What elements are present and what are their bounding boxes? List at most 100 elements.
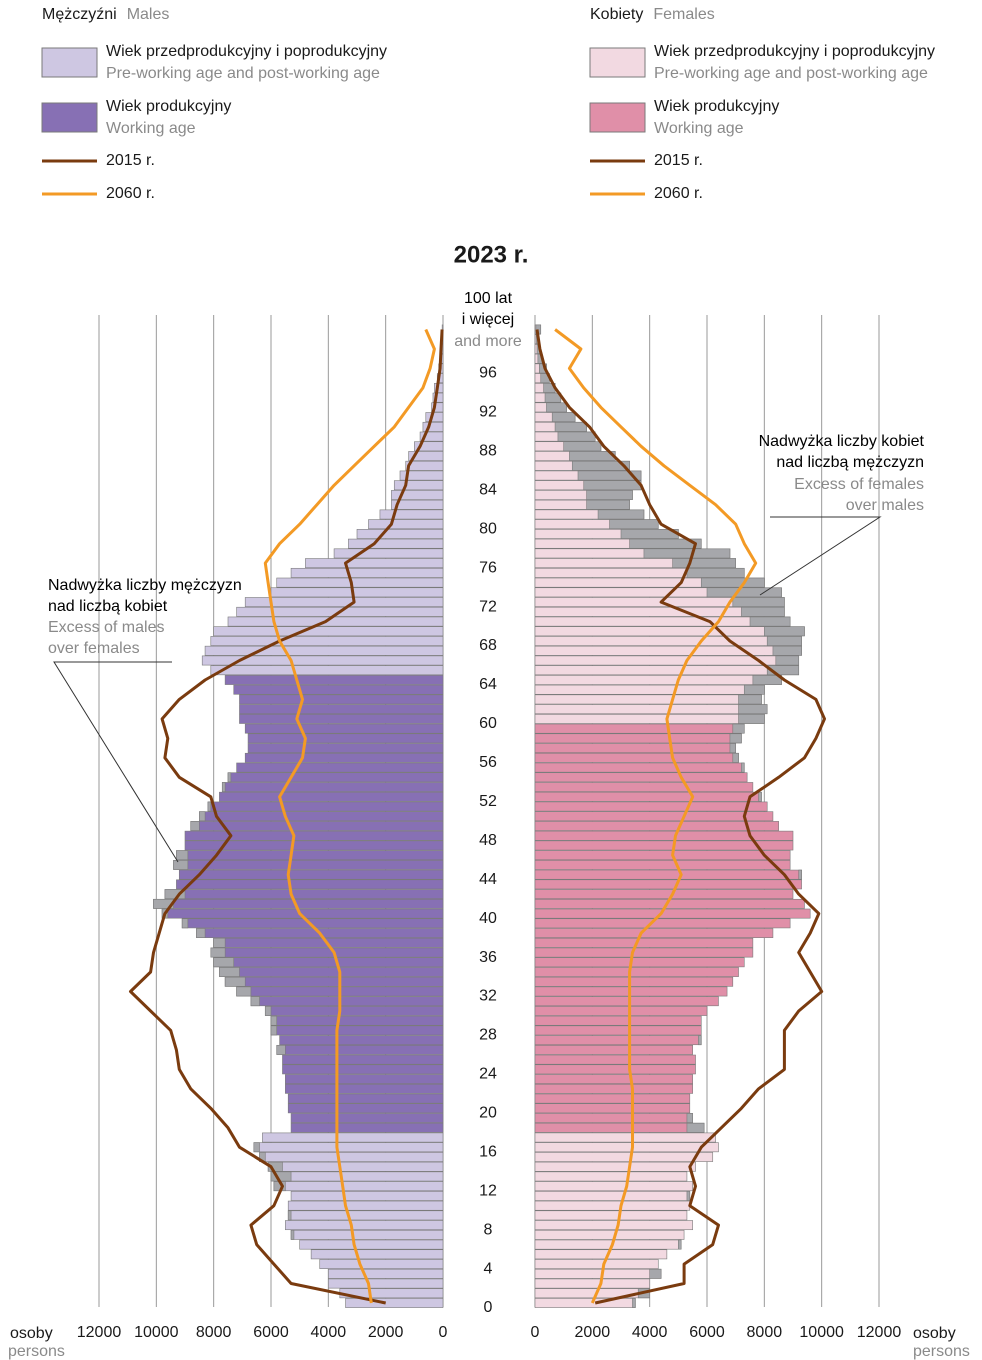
bar — [259, 1152, 444, 1162]
legend-label-en: Pre-working age and post-working age — [654, 65, 928, 82]
bar — [227, 616, 444, 627]
excess-bar — [571, 460, 630, 471]
excess-bar — [586, 499, 630, 510]
bar — [290, 1122, 444, 1133]
bar — [534, 967, 739, 977]
bar — [534, 1103, 691, 1114]
age-label: 80 — [479, 520, 497, 537]
bar — [219, 791, 444, 802]
x-tick-label: 8000 — [196, 1324, 232, 1341]
bar — [201, 655, 444, 666]
excess-bar — [632, 1298, 636, 1308]
age-label: 56 — [479, 754, 497, 771]
x-tick-label: 12000 — [857, 1324, 902, 1341]
bar — [534, 1171, 688, 1182]
bar — [207, 801, 444, 812]
age-label: 96 — [479, 365, 497, 382]
excess-bar — [700, 577, 765, 588]
excess-bar — [207, 801, 212, 812]
bar — [236, 762, 444, 773]
age-label: 68 — [479, 637, 497, 654]
bar — [534, 762, 745, 773]
legend-swatch — [589, 102, 646, 133]
bar — [534, 879, 802, 890]
age-label: 60 — [479, 715, 497, 732]
bar — [299, 1239, 444, 1250]
legend-header-pl: Mężczyźni — [42, 6, 117, 23]
excess-bar — [629, 538, 702, 549]
bar — [534, 1035, 702, 1046]
excess-bar — [276, 1044, 286, 1055]
bar — [176, 879, 444, 890]
bar — [534, 889, 794, 900]
legend-label-en: Working age — [654, 120, 744, 137]
bar — [534, 1249, 668, 1260]
bar — [244, 752, 444, 763]
bar — [210, 636, 444, 646]
bar — [213, 957, 444, 968]
bar — [534, 1142, 719, 1153]
excess-bar — [798, 869, 802, 880]
bar — [282, 1064, 444, 1075]
excess-bar — [749, 616, 791, 627]
bar — [534, 743, 736, 754]
age-label: 16 — [479, 1143, 497, 1160]
bar — [534, 636, 802, 646]
bar — [534, 918, 791, 929]
legend-header-pl: Kobiety — [590, 6, 643, 23]
bar — [534, 1152, 714, 1162]
bar — [534, 713, 765, 724]
x-tick-label: 4000 — [311, 1324, 347, 1341]
excess-bar — [766, 636, 802, 646]
bar — [534, 1220, 693, 1231]
chart-title: 2023 r. — [454, 241, 529, 268]
bar — [534, 957, 745, 968]
legend-label: Wiek przedprodukcyjny i poprodukcyjny — [106, 43, 387, 60]
excess-bar — [678, 1239, 682, 1250]
excess-bar — [738, 694, 762, 705]
x-tick-label: 10000 — [134, 1324, 179, 1341]
excess-bar — [213, 937, 226, 948]
population-line — [535, 329, 826, 1305]
x-axis-label: osoby — [913, 1325, 956, 1342]
bar — [270, 1015, 444, 1026]
bar — [190, 821, 444, 831]
bar — [534, 1083, 693, 1094]
age-label: 40 — [479, 910, 497, 927]
bar — [534, 1239, 682, 1250]
excess-bar — [738, 704, 768, 715]
bar — [270, 587, 444, 598]
bar — [534, 1074, 693, 1084]
legend-label: Wiek przedprodukcyjny i poprodukcyjny — [654, 43, 935, 60]
excess-bar — [758, 791, 762, 802]
excess-bar — [741, 606, 785, 617]
age-label: 28 — [479, 1027, 497, 1044]
excess-bar — [213, 957, 235, 968]
bar — [391, 499, 444, 510]
bar — [534, 645, 802, 656]
legend-header-en: Females — [653, 6, 714, 23]
excess-bar — [729, 743, 736, 754]
bar — [534, 1181, 693, 1192]
excess-bar — [738, 713, 765, 724]
bar — [534, 1298, 636, 1308]
legend-label: 2015 r. — [654, 152, 703, 169]
x-tick-label: 0 — [439, 1324, 448, 1341]
excess-bar — [586, 490, 633, 500]
x-tick-label: 2000 — [575, 1324, 611, 1341]
bar — [534, 1122, 705, 1133]
age-label: 24 — [479, 1066, 497, 1083]
excess-bar — [732, 752, 739, 763]
bar — [210, 947, 444, 958]
bar — [534, 996, 719, 1007]
bar — [534, 821, 779, 831]
bar — [239, 704, 444, 715]
age-label: 44 — [479, 871, 497, 888]
excess-bar — [199, 811, 206, 822]
bar — [279, 1035, 444, 1046]
excess-bar — [219, 967, 240, 977]
bar — [273, 1181, 444, 1192]
excess-bar — [732, 723, 745, 734]
legend-header: Mężczyźni Males — [42, 6, 169, 23]
